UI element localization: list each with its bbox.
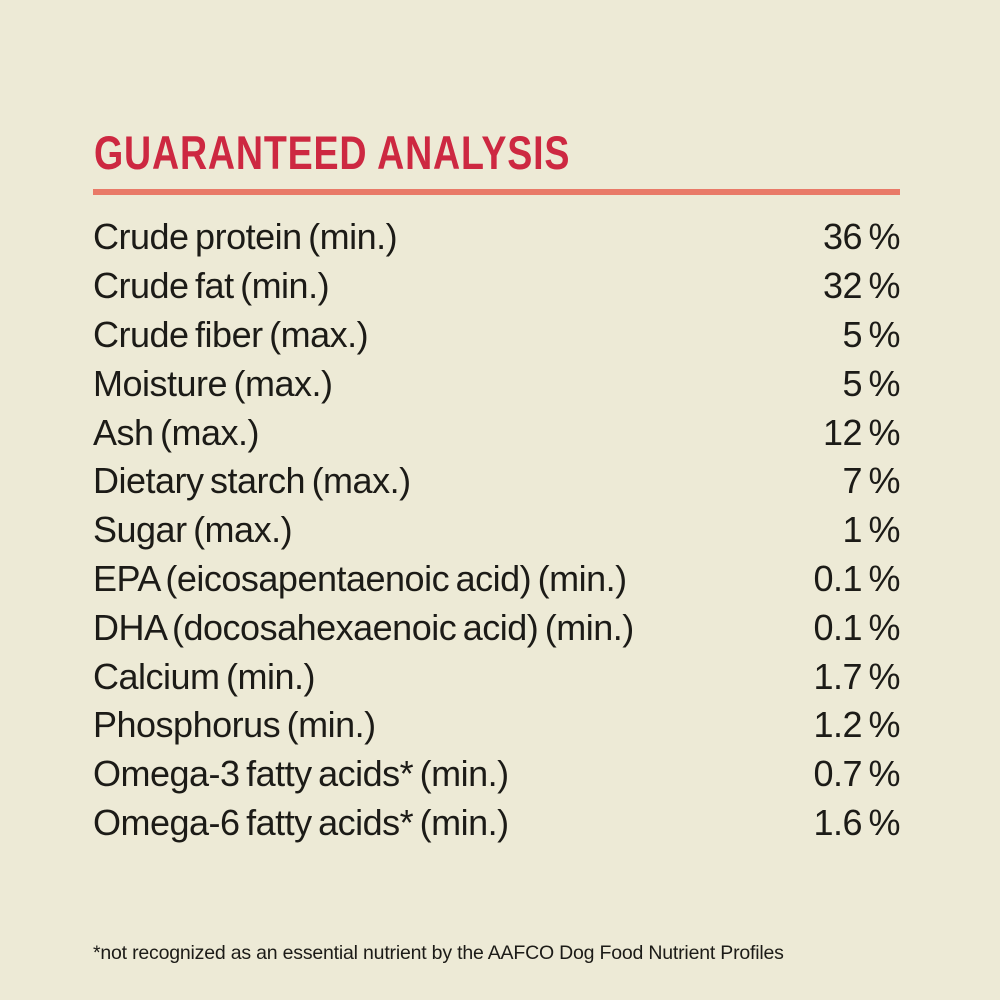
table-row: Sugar (max.) 1 %	[93, 506, 900, 555]
nutrient-name: Dietary starch (max.)	[93, 460, 411, 502]
table-row: Dietary starch (max.) 7 %	[93, 457, 900, 506]
nutrient-name: Crude fiber (max.)	[93, 313, 369, 355]
nutrient-name: Omega-3 fatty acids* (min.)	[93, 753, 509, 795]
nutrient-value: 36 %	[822, 216, 901, 258]
table-row: Omega-6 fatty acids* (min.) 1.6 %	[93, 799, 900, 848]
nutrient-value: 1.6 %	[813, 801, 900, 843]
nutrient-value: 1.7 %	[813, 655, 900, 697]
nutrient-value: 7 %	[842, 460, 900, 502]
nutrient-value: 1 %	[842, 509, 900, 551]
nutrient-value: 12 %	[822, 411, 901, 453]
nutrient-name: Moisture (max.)	[93, 362, 333, 404]
table-row: Calcium (min.) 1.7 %	[93, 652, 900, 701]
nutrient-name: DHA (docosahexaenoic acid) (min.)	[93, 606, 634, 648]
table-row: Ash (max.) 12 %	[93, 408, 901, 457]
table-row: EPA (eicosapentaenoic acid) (min.) 0.1 %	[93, 555, 900, 604]
nutrient-name: Crude fat (min.)	[93, 265, 330, 307]
table-row: Crude fat (min.) 32 %	[93, 262, 901, 311]
nutrient-name: Calcium (min.)	[93, 655, 316, 697]
nutrient-value: 32 %	[822, 265, 901, 307]
title-divider	[93, 189, 900, 195]
nutrient-name: Phosphorus (min.)	[93, 704, 376, 746]
nutrient-value: 5 %	[842, 362, 900, 404]
nutrient-name: Crude protein (min.)	[93, 216, 398, 258]
table-row: Moisture (max.) 5 %	[93, 359, 900, 408]
table-row: Crude fiber (max.) 5 %	[93, 311, 900, 360]
nutrient-value: 5 %	[842, 313, 900, 355]
analysis-table: Crude protein (min.) 36 % Crude fat (min…	[93, 213, 901, 848]
nutrient-value: 0.7 %	[813, 753, 900, 795]
nutrient-name: Omega-6 fatty acids* (min.)	[93, 801, 509, 843]
nutrient-value: 1.2 %	[813, 704, 900, 746]
nutrient-name: Sugar (max.)	[93, 509, 293, 551]
page-title: GUARANTEED ANALYSIS	[94, 126, 571, 179]
table-row: Crude protein (min.) 36 %	[93, 213, 901, 262]
footnote: *not recognized as an essential nutrient…	[93, 942, 784, 964]
nutrient-name: EPA (eicosapentaenoic acid) (min.)	[93, 557, 627, 599]
nutrient-value: 0.1 %	[813, 606, 900, 648]
table-row: Phosphorus (min.) 1.2 %	[93, 701, 900, 750]
table-row: DHA (docosahexaenoic acid) (min.) 0.1 %	[93, 603, 900, 652]
table-row: Omega-3 fatty acids* (min.) 0.7 %	[93, 750, 900, 799]
nutrient-value: 0.1 %	[813, 557, 900, 599]
nutrient-name: Ash (max.)	[93, 411, 260, 453]
